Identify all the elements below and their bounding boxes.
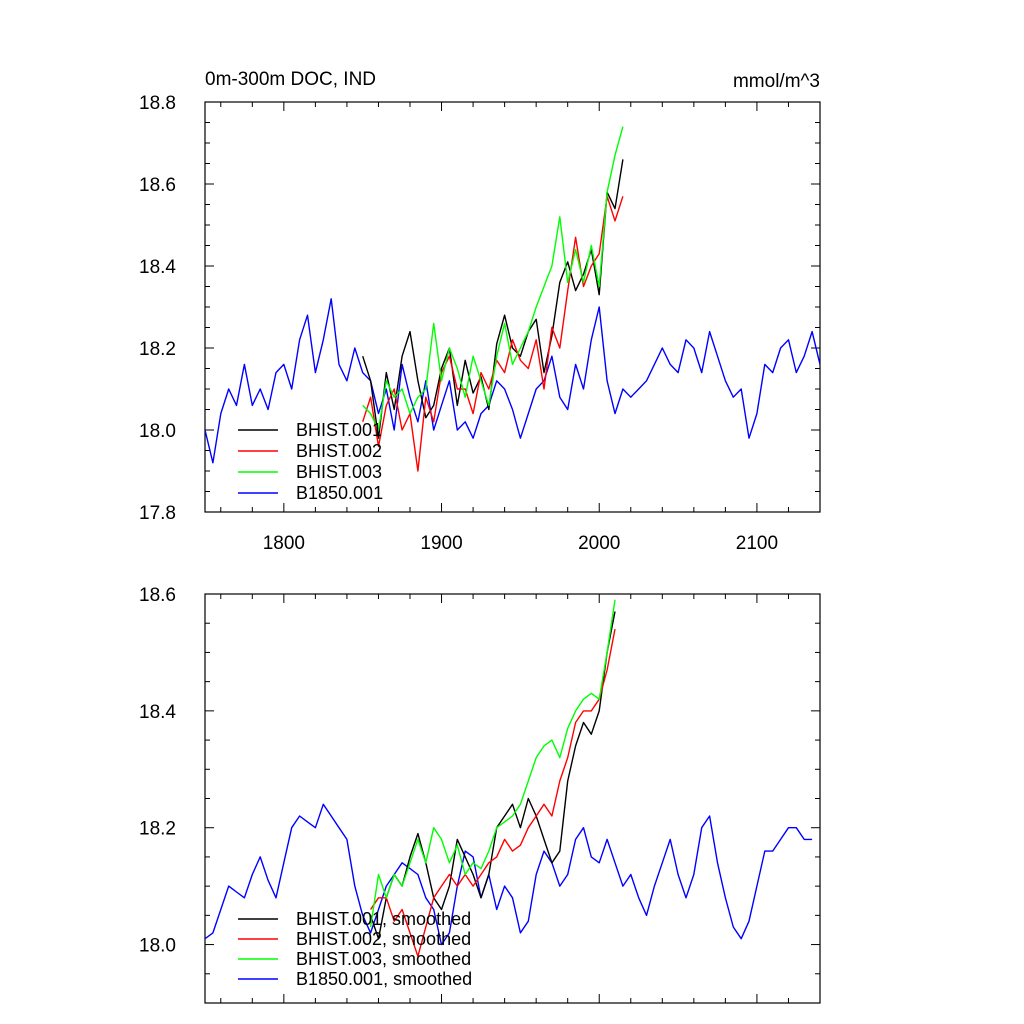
- y-tick-label: 18.0: [139, 936, 176, 957]
- x-tick-label: 1900: [420, 533, 462, 554]
- y-tick-label: 18.6: [139, 175, 176, 196]
- series-group: [205, 599, 813, 957]
- series-line-bhist-002-smoothed: [370, 628, 616, 957]
- series-line-b1850-001-smoothed: [205, 803, 813, 946]
- legend-label-bhist-003-smoothed: BHIST.003, smoothed: [296, 949, 471, 969]
- legend-label-bhist-002: BHIST.002: [296, 441, 382, 461]
- units-label: mmol/m^3: [733, 71, 820, 92]
- legend-label-bhist-001-smoothed: BHIST.001, smoothed: [296, 909, 471, 929]
- legend-label-bhist-001: BHIST.001: [296, 420, 382, 440]
- legend-label-b1850-001: B1850.001: [296, 483, 383, 503]
- x-tick-label: 2000: [578, 533, 620, 554]
- series-line-b1850-001: [205, 298, 820, 464]
- y-tick-label: 18.2: [139, 819, 176, 840]
- y-tick-label: 18.4: [139, 257, 176, 278]
- series-group: [205, 126, 820, 472]
- y-tick-label: 18.2: [139, 339, 176, 360]
- series-line-bhist-003: [362, 126, 624, 431]
- series-line-bhist-002: [362, 195, 624, 472]
- y-tick-label: 18.8: [139, 93, 176, 114]
- series-line-bhist-001: [362, 159, 624, 439]
- x-tick-label: 2100: [736, 533, 778, 554]
- y-tick-label: 18.6: [139, 585, 176, 606]
- panel-top: 1800 1900 2000 2100 17.8 18.0 18.2 18.4 18.6 18.8…: [139, 69, 821, 554]
- legend-label-bhist-002-smoothed: BHIST.002, smoothed: [296, 929, 471, 949]
- y-tick-label: 18.4: [139, 702, 176, 723]
- y-tick-label: 17.8: [139, 503, 176, 524]
- series-line-bhist-001-smoothed: [369, 611, 616, 940]
- x-tick-label: 1800: [263, 533, 305, 554]
- y-tick-label: 18.0: [139, 421, 176, 442]
- legend-label-bhist-003: BHIST.003: [296, 462, 382, 482]
- chart-title: 0m-300m DOC, IND: [205, 69, 376, 90]
- legend-label-b1850-001-smoothed: B1850.001, smoothed: [296, 969, 472, 989]
- series-line-bhist-003-smoothed: [369, 599, 616, 928]
